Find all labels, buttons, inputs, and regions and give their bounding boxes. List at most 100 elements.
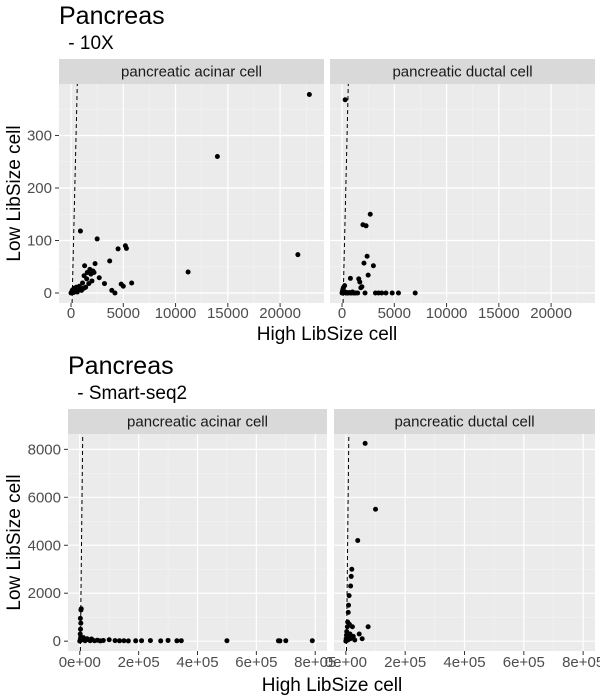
panel-background bbox=[330, 84, 595, 303]
data-point bbox=[412, 290, 418, 296]
x-tick-label: 6e+05 bbox=[235, 654, 277, 671]
facet-label: pancreatic acinar cell bbox=[121, 64, 262, 81]
data-point bbox=[348, 583, 354, 589]
data-point bbox=[363, 223, 369, 229]
data-point bbox=[139, 638, 145, 644]
data-point bbox=[357, 279, 363, 285]
data-point bbox=[107, 258, 113, 264]
data-point bbox=[365, 272, 371, 278]
x-tick-label: 8e+05 bbox=[294, 654, 336, 671]
data-point bbox=[349, 566, 355, 572]
data-point bbox=[121, 638, 127, 644]
data-point bbox=[362, 440, 368, 446]
y-tick-label: 300 bbox=[27, 127, 52, 144]
x-tick-label: 0 bbox=[338, 305, 346, 322]
data-point bbox=[342, 97, 348, 103]
data-point bbox=[94, 236, 100, 242]
data-point bbox=[158, 638, 164, 644]
chart-subtitle: - Smart-seq2 bbox=[72, 383, 187, 404]
y-axis-title: Low LibSize cell bbox=[4, 474, 25, 610]
x-tick-label: 8e+05 bbox=[562, 654, 600, 671]
data-point bbox=[117, 638, 123, 644]
data-point bbox=[147, 638, 153, 644]
data-point bbox=[347, 275, 353, 281]
panel-background bbox=[59, 84, 324, 303]
y-tick-label: 0 bbox=[53, 633, 61, 650]
x-tick-label: 0e+00 bbox=[325, 654, 367, 671]
data-point bbox=[365, 624, 371, 630]
data-point bbox=[92, 261, 98, 267]
facet-panel: pancreatic ductal cell 0 5000 10000 15000 200… bbox=[330, 59, 595, 322]
data-point bbox=[78, 626, 84, 632]
x-tick-label: 2e+05 bbox=[118, 654, 160, 671]
facet-panel: pancreatic ductal cell 0e+00 2e+05 4e+05 6e+… bbox=[325, 409, 600, 671]
y-axis-title: Low LibSize cell bbox=[4, 125, 25, 261]
data-point bbox=[355, 537, 361, 543]
reference-line bbox=[342, 83, 349, 304]
data-point bbox=[361, 260, 367, 266]
y-tick-label: 8000 bbox=[28, 441, 61, 458]
x-tick-label: 4e+05 bbox=[443, 654, 485, 671]
data-point bbox=[78, 606, 84, 612]
data-point bbox=[77, 228, 83, 234]
data-point bbox=[96, 275, 102, 281]
x-tick-label: 4e+05 bbox=[176, 654, 218, 671]
facet-strip bbox=[68, 409, 327, 434]
data-point bbox=[83, 284, 89, 290]
data-point bbox=[76, 283, 82, 289]
y-tick-label: 4000 bbox=[28, 537, 61, 554]
data-point bbox=[89, 278, 95, 284]
data-point bbox=[80, 280, 86, 286]
data-point bbox=[370, 263, 376, 269]
y-tick-label: 0 bbox=[44, 285, 52, 302]
data-point bbox=[277, 638, 283, 644]
data-point bbox=[362, 290, 368, 296]
reference-line bbox=[345, 433, 350, 652]
data-point bbox=[306, 92, 312, 98]
data-point bbox=[359, 284, 365, 290]
chart-title: Pancreas bbox=[68, 352, 174, 380]
x-tick-label: 20000 bbox=[530, 305, 572, 322]
chart-1: Pancreas - 10X pancreatic acinar cell 0 500… bbox=[4, 2, 595, 345]
x-tick-label: 2e+05 bbox=[384, 654, 426, 671]
facet-strip bbox=[334, 409, 595, 434]
data-point bbox=[106, 637, 112, 643]
data-point bbox=[84, 276, 90, 282]
data-point bbox=[355, 290, 361, 296]
data-point bbox=[120, 283, 126, 289]
x-tick-label: 6e+05 bbox=[503, 654, 545, 671]
data-point bbox=[224, 638, 230, 644]
data-point bbox=[125, 638, 131, 644]
data-point bbox=[174, 638, 180, 644]
data-point bbox=[100, 637, 106, 643]
facet-label: pancreatic ductal cell bbox=[394, 414, 534, 431]
facet-panel: pancreatic acinar cell 0e+00 2e+05 4e+05 6e+… bbox=[28, 409, 336, 671]
x-tick-label: 10000 bbox=[426, 305, 468, 322]
data-point bbox=[346, 602, 352, 608]
reference-line bbox=[79, 433, 84, 652]
data-point bbox=[78, 620, 84, 626]
data-point bbox=[389, 290, 395, 296]
y-tick-label: 200 bbox=[27, 180, 52, 197]
data-point bbox=[295, 252, 301, 258]
x-tick-label: 10000 bbox=[155, 305, 197, 322]
data-point bbox=[101, 281, 107, 287]
data-point bbox=[367, 211, 373, 217]
y-tick-label: 6000 bbox=[28, 489, 61, 506]
data-point bbox=[346, 593, 352, 599]
facet-panel: pancreatic acinar cell 0 5000 10000 15000 200… bbox=[27, 59, 324, 322]
data-point bbox=[395, 290, 401, 296]
data-point bbox=[112, 638, 118, 644]
reference-line bbox=[71, 83, 78, 304]
data-point bbox=[214, 153, 220, 159]
data-point bbox=[359, 636, 365, 642]
data-point bbox=[129, 280, 135, 286]
data-point bbox=[91, 270, 97, 276]
x-tick-label: 15000 bbox=[207, 305, 249, 322]
data-point bbox=[345, 609, 351, 615]
data-point bbox=[283, 638, 289, 644]
data-point bbox=[112, 290, 118, 296]
data-point bbox=[348, 573, 354, 579]
x-tick-label: 0e+00 bbox=[59, 654, 101, 671]
